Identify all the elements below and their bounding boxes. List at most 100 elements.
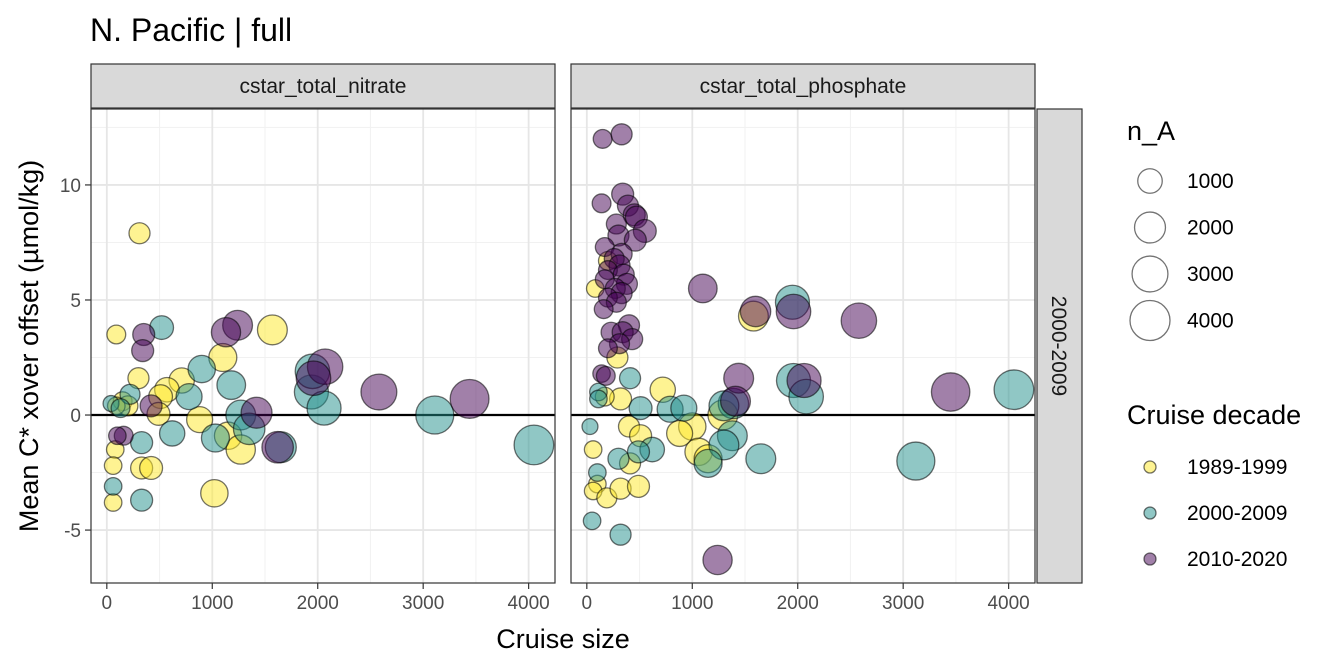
strip-nitrate: [90, 63, 556, 109]
x-axis-title: Cruise size: [496, 624, 630, 654]
point-2000-2009: [103, 476, 123, 496]
x-tick-label: 0: [582, 593, 593, 614]
color-legend-key: [1143, 552, 1157, 566]
point-1989-1999: [103, 493, 123, 512]
panel-phosphate: cstar_total_phosphate: [570, 63, 1036, 584]
point-2000-2009: [158, 420, 186, 447]
strip-nitrate-label: cstar_total_nitrate: [240, 75, 407, 98]
size-legend-title: n_A: [1127, 116, 1175, 146]
point-2010-2020: [786, 362, 822, 399]
point-2000-2009: [306, 390, 342, 426]
point-2010-2020: [107, 426, 127, 446]
point-1989-1999: [256, 314, 288, 346]
point-2010-2020: [261, 430, 295, 464]
strip-phosphate: [570, 63, 1036, 109]
point-2010-2020: [702, 544, 733, 576]
row-strip-label: 2000-2009: [1047, 296, 1070, 396]
size-legend-label: 4000: [1187, 310, 1234, 333]
x-tick-label: 0: [102, 593, 113, 614]
row-strip: [1036, 108, 1083, 584]
point-2010-2020: [739, 295, 772, 328]
panel-nitrate-bg: [91, 109, 555, 583]
point-2010-2020: [840, 302, 878, 340]
size-legend-label: 3000: [1187, 263, 1234, 286]
point-2010-2020: [687, 273, 718, 304]
panel-phosphate-border: [570, 108, 1036, 584]
panel-nitrate: cstar_total_nitrate: [90, 63, 556, 584]
point-2010-2020: [595, 365, 616, 386]
size-legend-key: [1137, 168, 1163, 194]
size-legend-key: [1133, 211, 1167, 244]
color-legend-key: [1143, 460, 1157, 474]
point-2010-2020: [592, 128, 613, 149]
point-2000-2009: [993, 369, 1035, 411]
x-tick-label: 2000: [297, 593, 339, 614]
point-2010-2020: [360, 373, 398, 411]
point-2000-2009: [745, 443, 777, 475]
point-2000-2009: [110, 398, 131, 419]
point-2010-2020: [131, 338, 155, 363]
point-1989-1999: [583, 440, 603, 459]
y-tick-label: 0: [70, 406, 81, 427]
point-2000-2009: [216, 370, 247, 401]
x-axis-phosphate: 0 1000 2000 3000 4000: [582, 583, 1030, 614]
size-legend-key: [1129, 299, 1171, 342]
y-tick-label: 10: [60, 176, 81, 197]
point-2000-2009: [607, 447, 630, 470]
point-1989-1999: [185, 405, 214, 434]
color-legend-key: [1143, 506, 1157, 520]
point-2000-2009: [628, 396, 653, 421]
point-2000-2009: [896, 441, 936, 481]
point-2010-2020: [610, 123, 633, 146]
points-phosphate: [581, 123, 1035, 576]
point-1989-1999: [200, 478, 229, 508]
x-tick-label: 3000: [402, 593, 444, 614]
point-2010-2020: [593, 299, 614, 320]
point-2010-2020: [591, 193, 612, 214]
color-legend-label: 2010-2020: [1187, 548, 1287, 571]
point-2000-2009: [129, 431, 154, 455]
point-1989-1999: [103, 456, 123, 476]
point-2010-2020: [930, 372, 971, 412]
point-2000-2009: [589, 389, 608, 409]
point-2000-2009: [200, 423, 231, 453]
point-2000-2009: [513, 424, 555, 466]
point-2000-2009: [175, 382, 203, 411]
y-tick-label: 5: [70, 291, 81, 312]
point-2010-2020: [449, 378, 490, 419]
x-axis-nitrate: 0 1000 2000 3000 4000: [102, 583, 550, 614]
grid-phosphate: [571, 109, 1035, 583]
point-2000-2009: [626, 440, 651, 464]
point-2000-2009: [618, 367, 642, 390]
point-2000-2009: [609, 523, 632, 546]
size-legend-label: 2000: [1187, 217, 1234, 240]
color-legend-title: Cruise decade: [1127, 400, 1301, 430]
y-axis-title: Mean C* xover offset (µmol/kg): [14, 160, 44, 532]
point-1989-1999: [106, 324, 127, 345]
size-legend-key: [1131, 255, 1169, 293]
chart-title: N. Pacific | full: [90, 12, 292, 48]
x-tick-label: 4000: [507, 593, 549, 614]
point-2010-2020: [295, 360, 332, 397]
point-2010-2020: [775, 293, 812, 330]
point-2010-2020: [623, 228, 647, 252]
point-2000-2009: [582, 511, 602, 531]
x-tick-label: 4000: [987, 593, 1029, 614]
point-1989-1999: [139, 455, 164, 481]
size-legend-label: 1000: [1187, 170, 1234, 193]
strip-phosphate-label: cstar_total_phosphate: [700, 75, 907, 98]
panel-phosphate-bg: [571, 109, 1035, 583]
point-2000-2009: [415, 395, 455, 435]
x-tick-label: 3000: [882, 593, 924, 614]
point-2010-2020: [597, 338, 618, 359]
point-2000-2009: [581, 417, 599, 436]
point-1989-1999: [626, 474, 651, 498]
point-2000-2009: [129, 488, 154, 512]
point-2010-2020: [719, 385, 752, 417]
size-legend: n_A 1000 2000 3000 4000: [1127, 116, 1234, 342]
point-2000-2009: [693, 448, 723, 478]
point-1989-1999: [128, 222, 151, 245]
color-legend-label: 2000-2009: [1187, 502, 1287, 525]
panel-nitrate-border: [90, 108, 556, 584]
